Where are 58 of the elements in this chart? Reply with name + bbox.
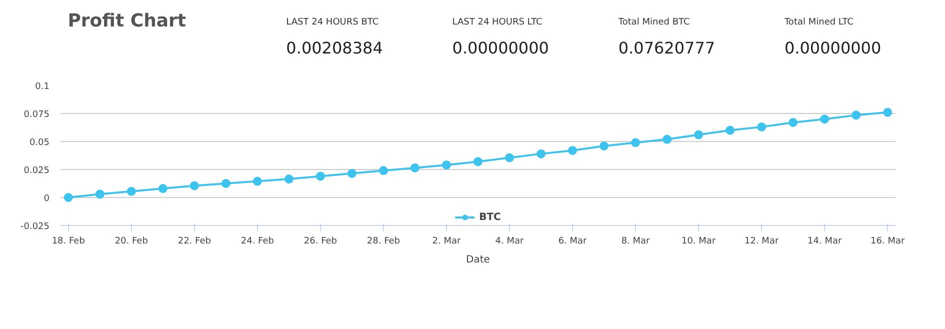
point (474, 157, 482, 166)
x-tick-label: 4. Mar (495, 236, 524, 246)
point (820, 114, 830, 124)
x-axis-title: Date (466, 254, 490, 266)
x-tick-label: 16. Mar (870, 236, 905, 246)
text: 0.00000000 (784, 38, 882, 58)
text: LAST 24 HOURS BTC (286, 18, 379, 28)
x-tick-label: 14. Mar (808, 236, 842, 246)
point (662, 134, 672, 144)
x-tick-label: 6. Mar (558, 236, 588, 246)
point (95, 190, 104, 199)
point (64, 193, 73, 202)
point (410, 163, 420, 172)
text: LAST 24 HOURS LTC (452, 18, 542, 28)
text: Total Mined LTC (783, 18, 854, 28)
point (631, 138, 640, 148)
point (505, 153, 514, 162)
x-tick-label: 8. Mar (621, 236, 650, 246)
x-tick-label: 12. Mar (744, 236, 779, 246)
point (536, 149, 546, 158)
point (726, 126, 735, 135)
y-tick-label: 0.075 (24, 110, 50, 120)
chart-title: Profit Chart (68, 10, 186, 32)
x-tick-label: 24. Feb (240, 236, 274, 246)
point (158, 184, 168, 194)
point (378, 166, 388, 176)
point (568, 146, 578, 155)
point (252, 176, 262, 186)
point (221, 179, 230, 188)
point (600, 141, 609, 150)
point (852, 110, 861, 120)
point (757, 122, 766, 132)
x-tick-label: 2. Mar (432, 236, 462, 246)
y-tick-label: 0 (44, 194, 50, 204)
point (190, 181, 199, 190)
x-tick-label: 10. Mar (681, 236, 716, 246)
x-tick-label: 18. Feb (52, 236, 86, 246)
point (126, 186, 136, 196)
point (788, 118, 798, 127)
y-tick-label: 0.1 (35, 82, 50, 92)
text: Total Mined BTC (617, 18, 690, 28)
y-tick-label: 0.05 (29, 138, 50, 148)
y-tick-label: -0.025 (20, 222, 50, 232)
point (883, 108, 892, 117)
point (316, 172, 325, 181)
text: 0.00000000 (452, 38, 549, 58)
point (694, 130, 704, 140)
point (442, 160, 451, 170)
text: 0.07620777 (618, 38, 716, 58)
x-tick-label: 20. Feb (114, 236, 148, 246)
y-tick-label: 0.025 (24, 166, 50, 176)
point (284, 174, 294, 184)
legend-label: BTC (479, 211, 501, 223)
point (347, 168, 356, 178)
x-tick-label: 26. Feb (304, 236, 338, 246)
text: 0.00208384 (286, 38, 383, 58)
x-tick-label: 22. Feb (178, 236, 212, 246)
x-tick-label: 28. Feb (366, 236, 400, 246)
